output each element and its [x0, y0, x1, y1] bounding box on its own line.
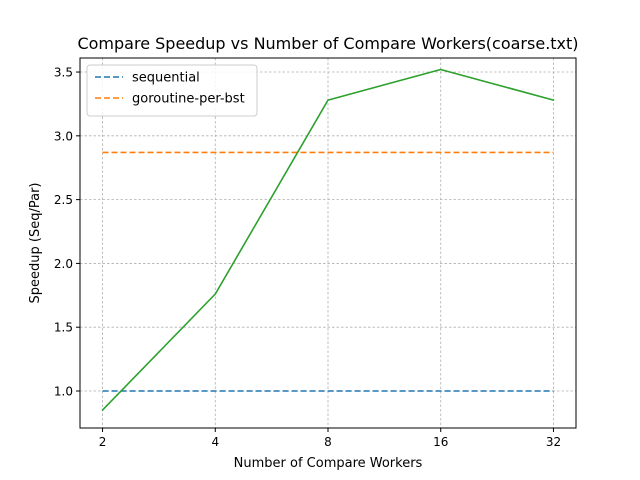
- y-tick-label: 2.5: [54, 193, 73, 207]
- series-line-series-2: [101, 68, 555, 411]
- series-group: [101, 68, 555, 411]
- y-tick-label: 3.0: [54, 129, 73, 143]
- legend-box: [86, 64, 258, 117]
- y-axis-label: Speedup (Seq/Par): [28, 183, 43, 304]
- y-tick-label: 1.0: [54, 385, 73, 399]
- legend-label: goroutine-per-bst: [132, 92, 245, 107]
- x-tick-label: 2: [99, 435, 107, 449]
- x-axis-ticks: 2 4 8 16 32: [99, 428, 561, 449]
- y-tick-label: 3.5: [54, 66, 73, 80]
- x-tick-label: 32: [546, 435, 561, 449]
- y-tick-label: 2.0: [54, 257, 73, 271]
- x-tick-label: 4: [211, 435, 219, 449]
- legend: sequential goroutine-per-bst: [86, 64, 258, 117]
- chart-title: Compare Speedup vs Number of Compare Wor…: [77, 34, 578, 53]
- x-tick-label: 16: [433, 435, 448, 449]
- y-axis-ticks: 1.0 1.5 2.0 2.5 3.0 3.5: [54, 66, 80, 399]
- legend-label: sequential: [132, 71, 200, 86]
- y-tick-label: 1.5: [54, 321, 73, 335]
- x-axis-label: Number of Compare Workers: [234, 456, 423, 471]
- x-tick-label: 8: [324, 435, 332, 449]
